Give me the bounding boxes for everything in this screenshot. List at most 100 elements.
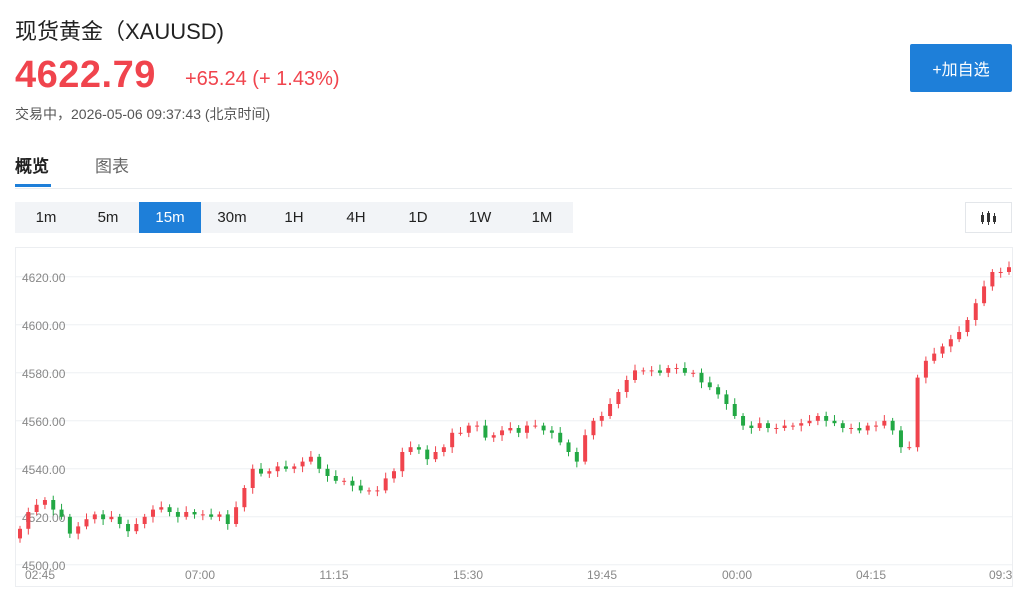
tab-bar: 概览 图表 <box>15 150 1012 189</box>
candle-body <box>774 428 779 429</box>
candle-body <box>358 485 363 491</box>
candle-body <box>325 468 330 476</box>
candle-body <box>408 447 413 452</box>
candle-body <box>500 430 505 436</box>
candle-body <box>707 382 712 388</box>
candle-body <box>599 416 604 421</box>
candle-body <box>491 435 496 438</box>
candle-body <box>242 488 247 508</box>
tab-overview[interactable]: 概览 <box>15 157 49 176</box>
add-watchlist-button[interactable]: +加自选 <box>910 44 1012 92</box>
candle-body <box>807 420 812 424</box>
candle-body <box>608 404 613 416</box>
candlestick-icon <box>980 210 996 225</box>
candle-body <box>175 512 180 517</box>
candle-body <box>990 272 995 287</box>
candle-body <box>383 478 388 491</box>
candle-body <box>691 372 696 374</box>
candle-body <box>34 504 39 512</box>
period-1m[interactable]: 1m <box>35 209 57 226</box>
candle-body <box>1007 267 1011 272</box>
candle-body <box>109 516 114 520</box>
candle-body <box>533 425 538 427</box>
y-tick-label: 4600.00 <box>22 319 66 333</box>
y-tick-label: 4540.00 <box>22 463 66 477</box>
candle-body <box>724 394 729 404</box>
candle-body <box>657 370 662 373</box>
x-tick-label: 07:00 <box>185 568 215 582</box>
candlestick-chart[interactable]: 4500.00 4520.00 4540.00 4560.00 4580.00 4600.… <box>16 248 1019 586</box>
x-tick-label: 19:45 <box>587 568 617 582</box>
candle-body <box>824 416 829 421</box>
period-1d[interactable]: 1D <box>408 209 428 226</box>
candle-body <box>541 425 546 431</box>
candle-body <box>142 516 147 524</box>
candle-body <box>633 370 638 380</box>
candle-body <box>76 526 81 534</box>
candle-body <box>832 420 837 424</box>
period-30m[interactable]: 30m <box>217 209 247 226</box>
candle-body <box>591 420 596 436</box>
candle-body <box>134 524 139 532</box>
candle-body <box>782 425 787 428</box>
candle-body <box>466 425 471 433</box>
candle-body <box>308 456 313 462</box>
candle-body <box>583 435 588 462</box>
period-1w[interactable]: 1W <box>468 209 492 226</box>
x-tick-label: 04:15 <box>856 568 886 582</box>
candle-body <box>292 466 297 469</box>
active-tab-indicator <box>15 184 51 187</box>
candle-body <box>92 514 97 520</box>
candle-body <box>42 500 47 505</box>
candle-body <box>59 509 64 517</box>
period-5m[interactable]: 5m <box>97 209 119 226</box>
candle-body <box>749 425 754 428</box>
candle-body <box>350 480 355 486</box>
period-15m[interactable]: 15m <box>139 202 201 233</box>
candle-body <box>375 490 380 492</box>
y-tick-label: 4580.00 <box>22 367 66 381</box>
candle-body <box>217 514 222 517</box>
candle-body <box>200 514 205 516</box>
x-tick-label: 11:15 <box>319 568 348 582</box>
candle-body <box>250 468 255 488</box>
candle-body <box>898 430 903 448</box>
period-4h[interactable]: 4H <box>346 209 366 226</box>
candle-body <box>391 471 396 479</box>
candle-body <box>317 456 322 469</box>
candle-body <box>267 471 272 474</box>
candle-body <box>150 509 155 517</box>
chart-type-button[interactable] <box>965 202 1012 233</box>
period-selector: 1m 5m 15m 30m 1H 4H 1D 1W 1M <box>15 202 573 233</box>
candle-body <box>342 480 347 482</box>
period-1h[interactable]: 1H <box>284 209 304 226</box>
candle-body <box>425 449 430 460</box>
y-tick-label: 4500.00 <box>22 559 66 573</box>
candle-body <box>932 353 937 361</box>
candle-body <box>757 423 762 428</box>
tab-chart[interactable]: 图表 <box>95 157 129 176</box>
candle-body <box>998 272 1003 273</box>
candle-body <box>192 512 197 515</box>
candle-body <box>849 428 854 429</box>
candle-body <box>666 368 671 373</box>
candle-body <box>982 286 987 304</box>
candle-body <box>117 516 122 524</box>
candle-body <box>558 432 563 443</box>
candle-body <box>765 423 770 428</box>
candle-body <box>741 416 746 426</box>
candle-body <box>508 428 513 431</box>
period-1mo[interactable]: 1M <box>531 209 553 226</box>
candle-body <box>84 519 89 527</box>
candle-body <box>616 392 621 404</box>
x-tick-label: 15:30 <box>453 568 483 582</box>
candle-body <box>815 416 820 421</box>
x-tick-label: 00:00 <box>722 568 752 582</box>
candle-body <box>524 425 529 433</box>
candle-body <box>682 368 687 373</box>
candle-body <box>882 420 887 426</box>
candle-body <box>857 428 862 431</box>
candle-body <box>333 476 338 481</box>
candle-body <box>649 370 654 372</box>
candle-body <box>400 452 405 472</box>
